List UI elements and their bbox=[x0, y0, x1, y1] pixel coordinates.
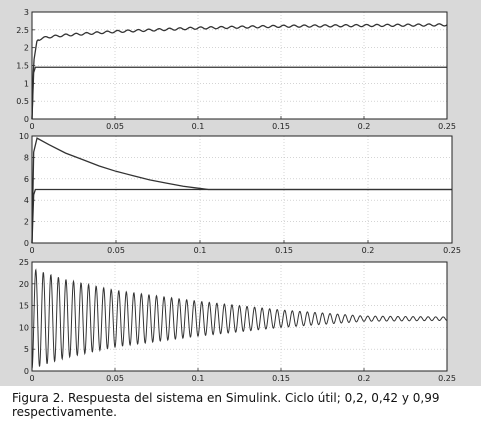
x-tick-label: 0.25 bbox=[438, 122, 456, 131]
y-tick-label: 4 bbox=[24, 196, 29, 205]
x-tick-label: 0.2 bbox=[358, 374, 371, 383]
y-tick-label: 2 bbox=[24, 218, 29, 227]
figure-panel: 0 0.05 0.1 0.15 0.2 0.25 0 0.5 1 1.5 2 2.5 3 0 0.05 0.1… bbox=[0, 0, 481, 386]
x-tick-label: 0.2 bbox=[362, 246, 375, 255]
x-tick-label: 0.25 bbox=[443, 246, 461, 255]
y-tick-label: 10 bbox=[19, 132, 29, 141]
x-tick-label: 0.15 bbox=[275, 246, 293, 255]
y-tick-label: 10 bbox=[19, 323, 29, 332]
x-tick-label: 0.1 bbox=[194, 246, 207, 255]
x-tick-label: 0.15 bbox=[272, 122, 290, 131]
x-tick-label: 0.05 bbox=[107, 246, 125, 255]
x-tick-label: 0.25 bbox=[438, 374, 456, 383]
x-tick-label: 0.05 bbox=[106, 374, 124, 383]
series-line-1-2 bbox=[31, 66, 447, 120]
figure-caption: Figura 2. Respuesta del sistema en Simul… bbox=[12, 391, 440, 419]
plot-area-3 bbox=[32, 262, 447, 371]
y-tick-label: 1.5 bbox=[16, 62, 29, 71]
y-tick-label: 5 bbox=[24, 345, 29, 354]
x-tick-label: 0.1 bbox=[192, 374, 205, 383]
series-line-3-1 bbox=[31, 268, 448, 369]
series-line-2-2 bbox=[31, 188, 452, 244]
x-tick-label: 0 bbox=[29, 246, 34, 255]
y-tick-label: 3 bbox=[24, 8, 29, 17]
y-tick-label: 2 bbox=[24, 44, 29, 53]
y-tick-label: 0.5 bbox=[16, 97, 29, 106]
y-tick-label: 0 bbox=[24, 115, 29, 124]
y-tick-label: 8 bbox=[24, 153, 29, 162]
y-tick-label: 15 bbox=[19, 302, 29, 311]
axes-frame-2 bbox=[31, 135, 453, 244]
axes-frame-3 bbox=[31, 261, 448, 372]
y-tick-label: 0 bbox=[24, 367, 29, 376]
y-tick-label: 25 bbox=[19, 258, 29, 267]
series-line-1-1 bbox=[31, 23, 448, 120]
x-tick-label: 0.1 bbox=[192, 122, 205, 131]
axes-frame-1 bbox=[31, 11, 448, 120]
x-tick-label: 0.05 bbox=[106, 122, 124, 131]
y-tick-label: 2.5 bbox=[16, 26, 29, 35]
x-tick-label: 0 bbox=[29, 122, 34, 131]
y-tick-label: 1 bbox=[24, 79, 29, 88]
y-tick-label: 6 bbox=[24, 175, 29, 184]
x-tick-label: 0.2 bbox=[358, 122, 371, 131]
y-tick-label: 20 bbox=[19, 280, 29, 289]
x-tick-label: 0 bbox=[29, 374, 34, 383]
y-tick-label: 0 bbox=[24, 239, 29, 248]
x-tick-label: 0.15 bbox=[272, 374, 290, 383]
